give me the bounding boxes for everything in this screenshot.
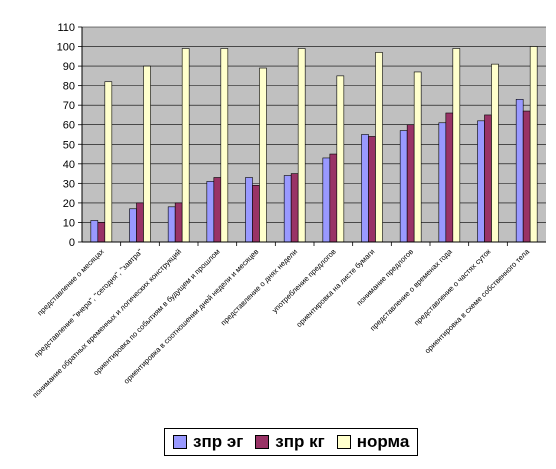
bar-series-2-cat-7 bbox=[329, 153, 338, 243]
bar-series-3-cat-8 bbox=[375, 52, 383, 243]
legend-label-series-1: зпр эг bbox=[193, 432, 244, 451]
y-tick-label: 60 bbox=[63, 120, 75, 132]
x-category-label: представление о временах года bbox=[368, 246, 454, 332]
legend-label-series-3: норма bbox=[356, 432, 410, 451]
bar-series-1-cat-10 bbox=[438, 122, 447, 243]
x-category-label: представление о днях недели bbox=[219, 247, 299, 327]
y-tick-label: 110 bbox=[57, 22, 75, 34]
y-tick-label: 50 bbox=[63, 139, 75, 151]
bar-series-2-cat-2 bbox=[136, 202, 144, 243]
y-tick-label: 10 bbox=[63, 217, 75, 229]
bars bbox=[90, 46, 538, 243]
bar-series-2-cat-10 bbox=[445, 112, 454, 243]
bar-series-3-cat-4 bbox=[220, 48, 229, 243]
x-category-label: ориентировка в соотношении дней недели и… bbox=[122, 247, 261, 386]
bar-series-1-cat-12 bbox=[515, 99, 524, 243]
bar-series-2-cat-12 bbox=[522, 110, 531, 243]
bar-series-3-cat-10 bbox=[452, 48, 461, 243]
bar-series-2-cat-4 bbox=[213, 177, 222, 243]
x-category-label: употребление предлогов bbox=[270, 247, 338, 315]
bar-series-2-cat-9 bbox=[406, 124, 415, 243]
y-tick-label: 100 bbox=[57, 42, 75, 54]
bar-series-3-cat-5 bbox=[259, 67, 267, 243]
bar-series-1-cat-3 bbox=[167, 206, 176, 243]
x-category-label: понимание обратных временных и логически… bbox=[31, 247, 184, 400]
x-category-label: представление о месяцах bbox=[35, 247, 105, 317]
bar-series-1-cat-6 bbox=[283, 175, 292, 243]
bar-series-1-cat-8 bbox=[361, 134, 369, 243]
axes bbox=[78, 26, 546, 246]
bar-series-1-cat-11 bbox=[477, 120, 485, 243]
bar-series-1-cat-1 bbox=[90, 220, 99, 243]
legend-item-series-1: зпр эг bbox=[173, 432, 243, 452]
legend-item-series-2: зпр кг bbox=[255, 432, 325, 452]
bar-series-1-cat-2 bbox=[129, 208, 137, 243]
legend-item-series-3: норма bbox=[336, 432, 410, 452]
gridlines bbox=[82, 26, 546, 223]
bar-series-1-cat-7 bbox=[322, 157, 331, 243]
bar-series-3-cat-9 bbox=[413, 71, 422, 243]
x-category-label: ориентировка на листе бумаги bbox=[294, 247, 376, 329]
bar-series-1-cat-9 bbox=[399, 130, 408, 243]
legend-swatch-series-2 bbox=[255, 435, 270, 449]
bar-series-2-cat-6 bbox=[290, 173, 299, 243]
y-tick-label: 20 bbox=[63, 198, 75, 210]
y-tick-labels: 0 10 20 30 40 50 60 70 80 90 100 110 bbox=[57, 22, 75, 249]
bar-series-3-cat-6 bbox=[297, 48, 306, 243]
legend-label-series-2: зпр кг bbox=[275, 432, 325, 451]
y-tick-label: 70 bbox=[63, 100, 75, 112]
bar-series-1-cat-4 bbox=[206, 181, 215, 243]
bar-series-3-cat-2 bbox=[143, 65, 151, 243]
bar-series-2-cat-11 bbox=[484, 114, 492, 243]
bar-series-2-cat-5 bbox=[252, 185, 260, 243]
bar-series-3-cat-7 bbox=[336, 75, 345, 243]
bar-series-2-cat-8 bbox=[368, 136, 376, 243]
legend-swatch-series-3 bbox=[336, 435, 351, 449]
bar-series-2-cat-1 bbox=[97, 222, 106, 243]
plot-area bbox=[82, 27, 546, 242]
bar-series-3-cat-3 bbox=[181, 48, 190, 243]
bar-series-2-cat-3 bbox=[174, 202, 183, 243]
y-tick-label: 0 bbox=[69, 237, 75, 249]
bar-series-1-cat-5 bbox=[245, 177, 253, 243]
legend-swatch-series-1 bbox=[173, 435, 187, 449]
y-tick-label: 30 bbox=[63, 178, 75, 190]
bar-series-3-cat-11 bbox=[491, 63, 499, 243]
legend: зпр эг зпр кг норма bbox=[164, 428, 419, 456]
bar-series-3-cat-12 bbox=[529, 46, 538, 243]
y-tick-label: 80 bbox=[63, 81, 75, 93]
y-tick-label: 90 bbox=[63, 61, 75, 73]
y-tick-label: 40 bbox=[63, 159, 75, 171]
x-category-label: представление о частях суток bbox=[412, 247, 493, 328]
bar-series-3-cat-1 bbox=[104, 81, 113, 243]
